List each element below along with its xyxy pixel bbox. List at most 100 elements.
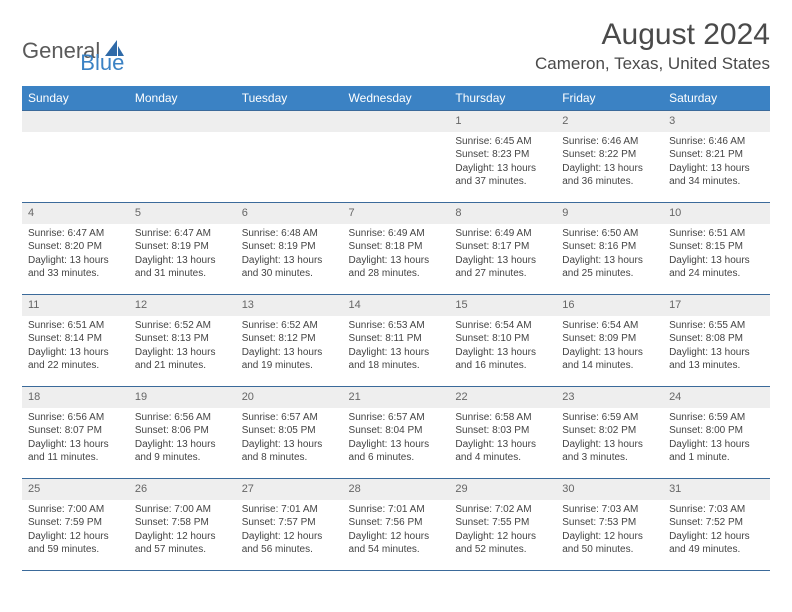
daylight-text: Daylight: 13 hours and 16 minutes.	[455, 346, 550, 373]
daylight-text: Daylight: 13 hours and 1 minute.	[669, 438, 764, 465]
daylight-text: Daylight: 13 hours and 21 minutes.	[135, 346, 230, 373]
day-body: Sunrise: 6:50 AMSunset: 8:16 PMDaylight:…	[556, 224, 663, 285]
sunset-text: Sunset: 7:58 PM	[135, 516, 230, 530]
calendar-day-cell	[343, 111, 450, 203]
calendar-day-cell: 18Sunrise: 6:56 AMSunset: 8:07 PMDayligh…	[22, 387, 129, 479]
day-body: Sunrise: 7:03 AMSunset: 7:53 PMDaylight:…	[556, 500, 663, 561]
day-number: 21	[343, 387, 450, 408]
daylight-text: Daylight: 13 hours and 37 minutes.	[455, 162, 550, 189]
day-number: 10	[663, 203, 770, 224]
sunset-text: Sunset: 8:18 PM	[349, 240, 444, 254]
sunrise-text: Sunrise: 6:57 AM	[349, 411, 444, 425]
sunrise-text: Sunrise: 6:54 AM	[455, 319, 550, 333]
sunset-text: Sunset: 8:14 PM	[28, 332, 123, 346]
daylight-text: Daylight: 13 hours and 34 minutes.	[669, 162, 764, 189]
day-number: 29	[449, 479, 556, 500]
calendar-day-cell: 20Sunrise: 6:57 AMSunset: 8:05 PMDayligh…	[236, 387, 343, 479]
day-number: 11	[22, 295, 129, 316]
calendar-week-row: 18Sunrise: 6:56 AMSunset: 8:07 PMDayligh…	[22, 387, 770, 479]
calendar-week-row: 4Sunrise: 6:47 AMSunset: 8:20 PMDaylight…	[22, 203, 770, 295]
sunrise-text: Sunrise: 7:02 AM	[455, 503, 550, 517]
calendar-day-cell: 4Sunrise: 6:47 AMSunset: 8:20 PMDaylight…	[22, 203, 129, 295]
sunrise-text: Sunrise: 6:58 AM	[455, 411, 550, 425]
day-body: Sunrise: 6:54 AMSunset: 8:10 PMDaylight:…	[449, 316, 556, 377]
day-body: Sunrise: 6:58 AMSunset: 8:03 PMDaylight:…	[449, 408, 556, 469]
calendar-day-cell: 30Sunrise: 7:03 AMSunset: 7:53 PMDayligh…	[556, 479, 663, 571]
day-number: 5	[129, 203, 236, 224]
sunrise-text: Sunrise: 6:51 AM	[669, 227, 764, 241]
day-body: Sunrise: 6:49 AMSunset: 8:17 PMDaylight:…	[449, 224, 556, 285]
sunset-text: Sunset: 8:20 PM	[28, 240, 123, 254]
calendar-day-cell: 7Sunrise: 6:49 AMSunset: 8:18 PMDaylight…	[343, 203, 450, 295]
day-body: Sunrise: 6:56 AMSunset: 8:06 PMDaylight:…	[129, 408, 236, 469]
day-body: Sunrise: 6:52 AMSunset: 8:13 PMDaylight:…	[129, 316, 236, 377]
calendar-day-cell: 23Sunrise: 6:59 AMSunset: 8:02 PMDayligh…	[556, 387, 663, 479]
day-number-empty	[22, 111, 129, 132]
calendar-day-cell: 31Sunrise: 7:03 AMSunset: 7:52 PMDayligh…	[663, 479, 770, 571]
daylight-text: Daylight: 13 hours and 36 minutes.	[562, 162, 657, 189]
day-number: 28	[343, 479, 450, 500]
calendar-day-cell: 19Sunrise: 6:56 AMSunset: 8:06 PMDayligh…	[129, 387, 236, 479]
sunset-text: Sunset: 8:19 PM	[135, 240, 230, 254]
daylight-text: Daylight: 12 hours and 59 minutes.	[28, 530, 123, 557]
sunrise-text: Sunrise: 6:45 AM	[455, 135, 550, 149]
month-title: August 2024	[535, 18, 770, 52]
sunset-text: Sunset: 8:23 PM	[455, 148, 550, 162]
calendar-week-row: 11Sunrise: 6:51 AMSunset: 8:14 PMDayligh…	[22, 295, 770, 387]
day-header: Tuesday	[236, 86, 343, 111]
calendar-day-cell: 15Sunrise: 6:54 AMSunset: 8:10 PMDayligh…	[449, 295, 556, 387]
daylight-text: Daylight: 12 hours and 49 minutes.	[669, 530, 764, 557]
sunrise-text: Sunrise: 7:00 AM	[28, 503, 123, 517]
calendar-day-cell: 11Sunrise: 6:51 AMSunset: 8:14 PMDayligh…	[22, 295, 129, 387]
location-text: Cameron, Texas, United States	[535, 54, 770, 74]
sunset-text: Sunset: 7:53 PM	[562, 516, 657, 530]
day-body: Sunrise: 6:45 AMSunset: 8:23 PMDaylight:…	[449, 132, 556, 193]
daylight-text: Daylight: 13 hours and 24 minutes.	[669, 254, 764, 281]
calendar-day-cell: 10Sunrise: 6:51 AMSunset: 8:15 PMDayligh…	[663, 203, 770, 295]
daylight-text: Daylight: 13 hours and 18 minutes.	[349, 346, 444, 373]
day-body: Sunrise: 7:01 AMSunset: 7:56 PMDaylight:…	[343, 500, 450, 561]
day-number-empty	[129, 111, 236, 132]
sunset-text: Sunset: 8:03 PM	[455, 424, 550, 438]
calendar-day-cell: 27Sunrise: 7:01 AMSunset: 7:57 PMDayligh…	[236, 479, 343, 571]
sunrise-text: Sunrise: 7:01 AM	[349, 503, 444, 517]
sunrise-text: Sunrise: 7:03 AM	[669, 503, 764, 517]
day-number: 3	[663, 111, 770, 132]
calendar-day-cell: 3Sunrise: 6:46 AMSunset: 8:21 PMDaylight…	[663, 111, 770, 203]
day-header: Friday	[556, 86, 663, 111]
day-number: 25	[22, 479, 129, 500]
sunrise-text: Sunrise: 6:54 AM	[562, 319, 657, 333]
daylight-text: Daylight: 13 hours and 27 minutes.	[455, 254, 550, 281]
daylight-text: Daylight: 13 hours and 8 minutes.	[242, 438, 337, 465]
calendar-week-row: 25Sunrise: 7:00 AMSunset: 7:59 PMDayligh…	[22, 479, 770, 571]
day-body: Sunrise: 7:00 AMSunset: 7:59 PMDaylight:…	[22, 500, 129, 561]
sunrise-text: Sunrise: 6:47 AM	[135, 227, 230, 241]
day-number-empty	[236, 111, 343, 132]
day-body: Sunrise: 6:47 AMSunset: 8:20 PMDaylight:…	[22, 224, 129, 285]
day-body: Sunrise: 6:48 AMSunset: 8:19 PMDaylight:…	[236, 224, 343, 285]
day-number: 16	[556, 295, 663, 316]
day-number: 8	[449, 203, 556, 224]
day-number: 26	[129, 479, 236, 500]
day-number: 22	[449, 387, 556, 408]
day-header: Sunday	[22, 86, 129, 111]
calendar-day-cell	[22, 111, 129, 203]
sunrise-text: Sunrise: 6:57 AM	[242, 411, 337, 425]
sunset-text: Sunset: 7:57 PM	[242, 516, 337, 530]
daylight-text: Daylight: 13 hours and 19 minutes.	[242, 346, 337, 373]
calendar-day-cell: 28Sunrise: 7:01 AMSunset: 7:56 PMDayligh…	[343, 479, 450, 571]
day-number: 12	[129, 295, 236, 316]
calendar-day-cell: 2Sunrise: 6:46 AMSunset: 8:22 PMDaylight…	[556, 111, 663, 203]
sunset-text: Sunset: 7:59 PM	[28, 516, 123, 530]
day-body: Sunrise: 6:49 AMSunset: 8:18 PMDaylight:…	[343, 224, 450, 285]
day-number: 2	[556, 111, 663, 132]
calendar-day-cell: 21Sunrise: 6:57 AMSunset: 8:04 PMDayligh…	[343, 387, 450, 479]
sunset-text: Sunset: 8:13 PM	[135, 332, 230, 346]
sunset-text: Sunset: 8:02 PM	[562, 424, 657, 438]
calendar-day-cell: 5Sunrise: 6:47 AMSunset: 8:19 PMDaylight…	[129, 203, 236, 295]
calendar-day-cell: 9Sunrise: 6:50 AMSunset: 8:16 PMDaylight…	[556, 203, 663, 295]
day-number: 31	[663, 479, 770, 500]
calendar-day-cell	[236, 111, 343, 203]
daylight-text: Daylight: 13 hours and 22 minutes.	[28, 346, 123, 373]
sunset-text: Sunset: 8:17 PM	[455, 240, 550, 254]
